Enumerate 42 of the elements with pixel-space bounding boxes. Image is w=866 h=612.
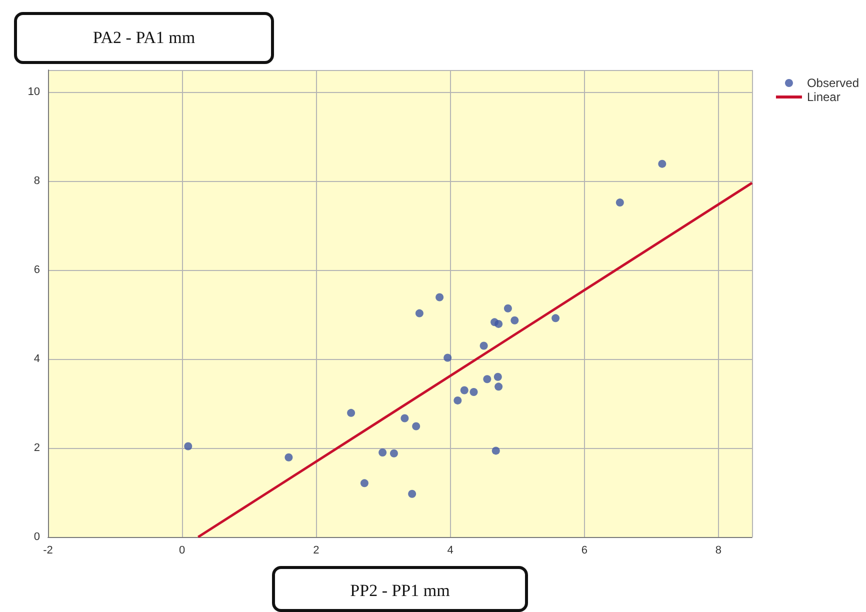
point <box>347 408 356 417</box>
legend-label: Observed <box>806 76 860 90</box>
point <box>470 388 478 396</box>
y-tick-label: 6 <box>34 264 40 276</box>
point <box>284 453 293 462</box>
point <box>390 449 398 458</box>
point <box>483 375 492 384</box>
point <box>460 386 468 394</box>
x-tick-label: 0 <box>179 544 186 556</box>
point <box>494 372 502 381</box>
point <box>504 304 512 312</box>
y-axis-title: PA2 - PA1 mm <box>14 12 274 64</box>
x-axis-title: PP2 - PP1 mm <box>272 566 528 612</box>
y-tick-label: 2 <box>34 442 40 454</box>
point <box>454 396 462 404</box>
x-tick-label: 2 <box>313 544 320 556</box>
point <box>184 442 192 450</box>
x-tick-label: 6 <box>581 544 588 556</box>
x-tick-label: -2 <box>43 544 53 556</box>
point <box>436 293 444 302</box>
point <box>360 479 368 488</box>
point <box>378 448 387 456</box>
point <box>480 342 488 350</box>
y-tick-label: 8 <box>34 175 40 188</box>
point <box>616 198 624 207</box>
y-tick-label: 0 <box>34 531 40 543</box>
point <box>492 446 500 455</box>
point <box>408 490 416 498</box>
x-tick-label: 8 <box>715 544 722 556</box>
point <box>415 309 424 318</box>
point <box>494 320 503 328</box>
point <box>658 160 666 168</box>
point <box>412 422 420 430</box>
point <box>510 316 519 324</box>
point <box>552 314 560 322</box>
legend-label: Linear <box>806 90 840 104</box>
point <box>444 354 452 362</box>
y-tick-label: 10 <box>28 86 40 98</box>
point <box>400 414 409 422</box>
x-tick-label: 4 <box>447 544 454 556</box>
y-tick-label: 4 <box>34 353 40 366</box>
point <box>494 382 503 391</box>
